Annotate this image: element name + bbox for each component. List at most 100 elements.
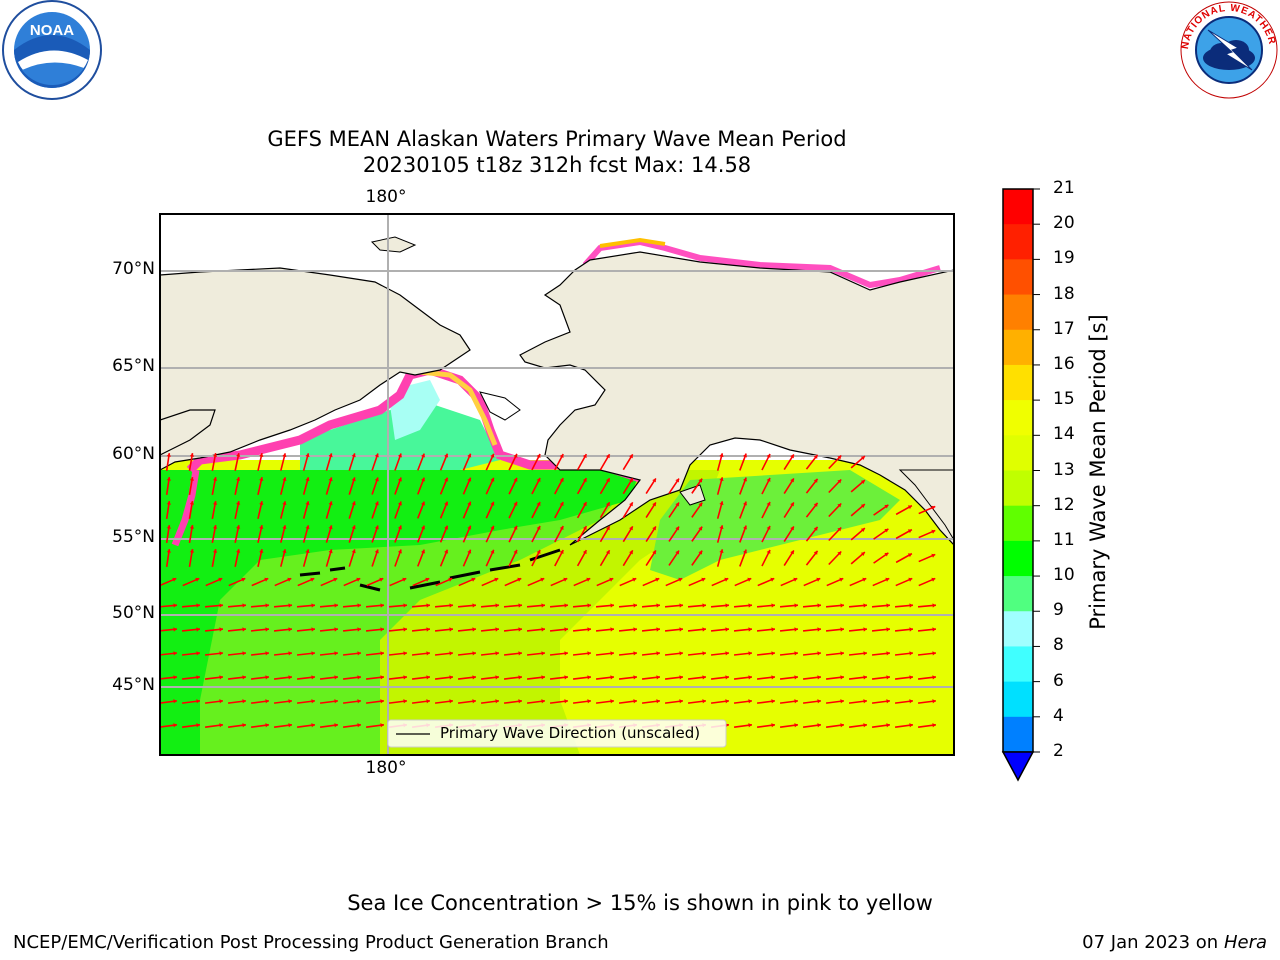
- wave-arrow-head: [495, 603, 499, 608]
- wave-arrow-head: [351, 453, 356, 458]
- arrow-legend: [387, 719, 727, 748]
- wave-arrow-head: [748, 675, 752, 680]
- wave-arrow-head: [909, 603, 913, 608]
- wave-arrow-head: [218, 577, 223, 582]
- wave-arrow-head: [840, 603, 844, 608]
- wave-arrow-head: [748, 603, 752, 608]
- wave-arrow-head: [472, 675, 476, 680]
- wave-arrow-head: [173, 675, 177, 680]
- wave-arrow-head: [564, 651, 568, 656]
- wave-arrow-head: [771, 603, 775, 608]
- wave-arrow-head: [742, 501, 747, 506]
- wave-arrow-head: [236, 501, 241, 505]
- wave-arrow-head: [702, 675, 706, 680]
- wave-arrow-head: [449, 699, 453, 704]
- wave-arrow-head: [189, 453, 195, 457]
- wave-arrow-head: [490, 477, 495, 482]
- wave-arrow-head: [265, 699, 269, 704]
- wave-arrow-head: [813, 550, 818, 555]
- wave-arrow-head: [587, 699, 591, 704]
- wave-arrow-head: [513, 525, 518, 530]
- wave-arrow-head: [837, 551, 842, 556]
- wave-arrow-head: [219, 675, 223, 680]
- wave-arrow-head: [172, 577, 177, 582]
- wave-arrow-head: [884, 528, 889, 533]
- wave-arrow-head: [196, 699, 200, 704]
- wave-arrow-head: [840, 699, 844, 704]
- wave-arrow-head: [305, 549, 310, 554]
- colorbar-tick-label: 6: [1053, 670, 1064, 691]
- wave-arrow-head: [513, 549, 518, 554]
- wave-arrow-head: [748, 723, 752, 728]
- wave-arrow-head: [541, 603, 545, 608]
- wave-arrow-head: [860, 528, 865, 532]
- wave-arrow-head: [909, 699, 913, 704]
- wave-arrow-head: [166, 453, 171, 457]
- lat-label-55: 55°N: [112, 527, 155, 547]
- noaa-logo: NOAA: [2, 0, 102, 100]
- wave-arrow-head: [288, 651, 292, 656]
- colorbar-tick-label: 12: [1053, 494, 1075, 515]
- wave-arrow-head: [189, 549, 195, 553]
- wave-arrow-head: [426, 699, 430, 704]
- wave-arrow-head: [652, 526, 656, 531]
- wave-arrow-head: [675, 478, 679, 483]
- wave-arrow-head: [907, 553, 912, 558]
- wave-arrow-head: [495, 651, 499, 656]
- wave-arrow-head: [403, 675, 407, 680]
- colorbar-segment: [1003, 716, 1033, 753]
- wave-arrow-head: [886, 627, 890, 632]
- wave-arrow-head: [357, 675, 361, 680]
- wave-arrow-head: [472, 651, 476, 656]
- colorbar-tick-label: 16: [1053, 353, 1075, 374]
- wave-arrow-head: [173, 723, 177, 728]
- wave-arrow-head: [421, 525, 426, 530]
- wave-arrow-head: [605, 550, 610, 555]
- wave-arrow-head: [196, 603, 200, 608]
- wave-arrow-head: [402, 577, 407, 582]
- wave-arrow-head: [885, 577, 890, 582]
- wave-arrow-head: [282, 501, 287, 506]
- credit-text: NCEP/EMC/Verification Post Processing Pr…: [13, 932, 609, 953]
- wave-arrow-head: [860, 456, 865, 460]
- wave-arrow-head: [265, 651, 269, 656]
- wave-arrow-head: [444, 477, 449, 482]
- wave-arrow-head: [259, 477, 264, 482]
- wave-arrow-head: [932, 675, 936, 680]
- wave-arrow-head: [675, 550, 679, 555]
- host-text: Hera: [1223, 932, 1267, 953]
- wave-arrow-head: [196, 627, 200, 632]
- wave-arrow-head: [212, 501, 218, 505]
- wave-arrow-head: [536, 525, 541, 530]
- wave-arrow-head: [310, 577, 315, 582]
- colorbar-segment: [1003, 364, 1033, 401]
- colorbar-segment: [1003, 470, 1033, 507]
- wave-arrow-head: [374, 501, 379, 506]
- wave-arrow-head: [813, 478, 818, 483]
- wave-arrow-head: [467, 453, 472, 458]
- wave-arrow-head: [790, 526, 794, 531]
- sea-ice-note: Sea Ice Concentration > 15% is shown in …: [347, 891, 933, 915]
- wave-arrow-head: [472, 627, 476, 632]
- wave-arrow-head: [862, 577, 867, 582]
- wave-arrow-head: [655, 577, 660, 582]
- wave-arrow-head: [794, 627, 798, 632]
- land-norton-cut: [479, 391, 521, 421]
- wave-arrow-head: [374, 453, 379, 458]
- colorbar-segment: [1003, 224, 1033, 260]
- wave-arrow-head: [219, 627, 223, 632]
- wave-arrow-head: [380, 723, 384, 728]
- wave-arrow-head: [609, 577, 614, 582]
- wave-arrow-head: [932, 699, 936, 704]
- wave-arrow-head: [219, 699, 223, 704]
- wave-arrow-head: [449, 627, 453, 632]
- wave-arrow-head: [541, 675, 545, 680]
- wave-arrow-head: [328, 525, 333, 530]
- wave-arrow-head: [490, 525, 495, 530]
- wave-arrow-head: [582, 550, 587, 555]
- wave-arrow-head: [495, 675, 499, 680]
- wave-arrow-head: [173, 699, 177, 704]
- wave-arrow-head: [380, 651, 384, 656]
- lon-label-bottom: 180°: [365, 758, 407, 778]
- wave-arrow-head: [610, 699, 614, 704]
